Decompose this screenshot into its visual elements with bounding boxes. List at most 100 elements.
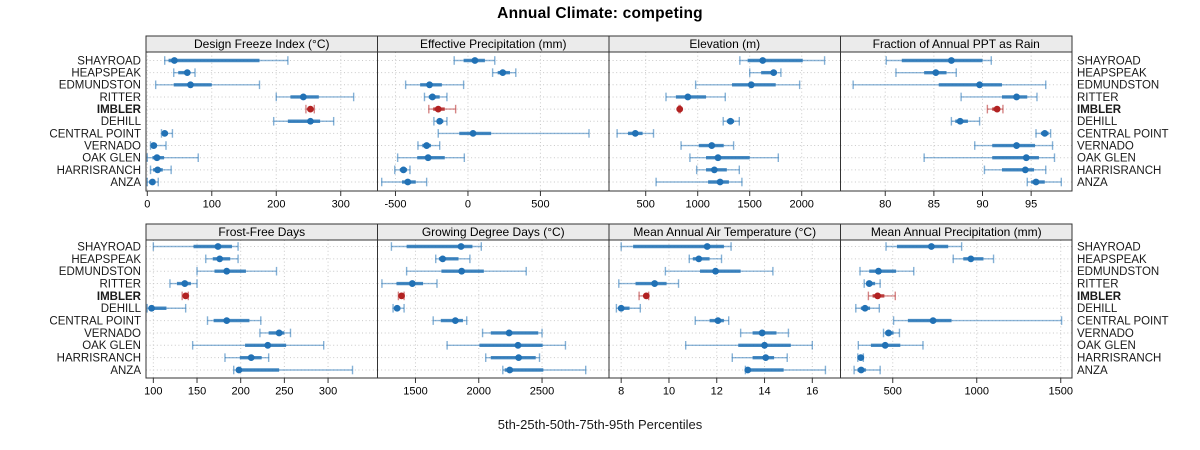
x-axis-tick-label: 85 — [928, 199, 940, 211]
median-dot — [927, 243, 935, 250]
median-dot — [223, 317, 231, 324]
whisker-dehill — [950, 116, 981, 126]
whisker-ritter — [618, 279, 680, 288]
whisker-oak-glen — [396, 153, 466, 162]
median-dot — [712, 267, 719, 275]
whisker-imbler — [397, 291, 405, 301]
median-dot — [865, 280, 873, 287]
median-dot — [956, 117, 964, 125]
panel-elevation: Elevation (m) 500 1000 1500 2000 — [608, 35, 841, 211]
site-label-right: DEHILL — [1077, 303, 1118, 315]
whisker-imbler — [305, 104, 316, 114]
whisker-harrisranch — [394, 165, 411, 175]
median-dot — [150, 142, 158, 149]
median-dot — [759, 57, 767, 64]
panel-fraction-ppt-rain: Fraction of Annual PPT as Rain 80 85 90 95 — [840, 35, 1073, 211]
median-dot — [762, 354, 770, 362]
median-dot — [154, 166, 162, 174]
whisker-anza — [655, 177, 743, 187]
median-dot — [770, 69, 778, 77]
site-label-right: OAK GLEN — [1077, 340, 1136, 352]
x-axis-tick-label: 2000 — [467, 386, 491, 398]
median-dot — [247, 354, 255, 362]
whisker-shayroad — [885, 242, 963, 251]
median-dot — [458, 267, 466, 275]
x-axis-tick-label: 100 — [144, 386, 162, 398]
whisker-central-point — [1035, 129, 1052, 138]
whisker-central-point — [616, 129, 655, 138]
x-axis-tick-label: 500 — [884, 386, 902, 398]
site-label-left: HARRISRANCH — [57, 353, 141, 365]
x-axis-tick-label: 300 — [319, 386, 337, 398]
median-dot — [875, 267, 882, 275]
median-dot — [861, 304, 869, 312]
x-axis-tick-label: 500 — [531, 199, 549, 211]
x-axis-tick-label: 0 — [465, 199, 471, 211]
site-label-right: RITTER — [1077, 278, 1119, 290]
x-axis-tick-label: 90 — [976, 199, 988, 211]
whisker-edmundston — [859, 266, 915, 276]
x-axis-tick-label: 100 — [203, 199, 221, 211]
whisker-dehill — [392, 303, 405, 313]
whisker-anza — [381, 177, 428, 187]
whisker-harrisranch — [731, 353, 788, 362]
whisker-central-point — [160, 129, 174, 138]
whisker-heapspeak — [435, 254, 471, 264]
panel-frost-free-days: Frost-Free Days 100 150 200 250 300 — [144, 223, 378, 398]
median-dot — [214, 243, 222, 250]
site-label-left: OAK GLEN — [82, 340, 141, 352]
median-dot — [993, 105, 1001, 113]
whisker-anza — [1026, 177, 1063, 187]
x-axis-tick-label: 200 — [232, 386, 250, 398]
site-label-left: EDMUNDSTON — [59, 266, 141, 278]
panel-strip-title: Mean Annual Air Temperature (°C) — [633, 225, 816, 239]
median-dot — [747, 81, 755, 89]
median-dot — [400, 166, 407, 174]
whisker-vernado — [974, 141, 1054, 150]
site-label-left: IMBLER — [97, 104, 142, 116]
median-dot — [929, 317, 937, 324]
site-label-left: VERNADO — [84, 140, 141, 152]
site-label-right: SHAYROAD — [1077, 55, 1141, 67]
site-label-right: EDMUNDSTON — [1077, 80, 1159, 92]
whisker-oak-glen — [684, 341, 814, 350]
panel-mean-annual-precipitation: Mean Annual Precipitation (mm) 500 1000 150… — [840, 223, 1073, 398]
whisker-harrisranch — [224, 353, 270, 362]
median-dot — [885, 329, 892, 337]
site-label-right: VERNADO — [1077, 328, 1134, 340]
x-axis-tick-label: 1000 — [685, 199, 709, 211]
whisker-vernado — [481, 328, 543, 338]
median-dot — [857, 366, 865, 374]
site-label-right: IMBLER — [1077, 104, 1122, 116]
median-dot — [264, 341, 272, 349]
whisker-anza — [744, 365, 827, 375]
site-label-left: OAK GLEN — [82, 153, 141, 165]
median-dot — [758, 329, 766, 337]
median-dot — [471, 57, 479, 64]
whisker-imbler — [181, 291, 190, 301]
whisker-ritter — [381, 279, 438, 288]
panel-strip-title: Mean Annual Precipitation (mm) — [871, 225, 1042, 239]
median-dot — [881, 341, 889, 349]
site-label-left: ANZA — [110, 365, 141, 377]
median-dot — [1013, 93, 1020, 101]
x-axis-tick-label: 95 — [1025, 199, 1037, 211]
whisker-heapspeak — [491, 68, 517, 77]
panel-strip-title: Growing Degree Days (°C) — [422, 225, 565, 239]
median-dot — [393, 304, 401, 312]
whisker-harrisranch — [857, 353, 865, 362]
x-axis-tick-label: 2500 — [530, 386, 554, 398]
panel-border — [840, 239, 1073, 379]
site-label-left: SHAYROAD — [77, 55, 141, 67]
median-dot — [1022, 154, 1030, 162]
site-label-right: OAK GLEN — [1077, 153, 1136, 165]
site-label-left: VERNADO — [84, 328, 141, 340]
median-dot — [161, 130, 169, 137]
site-label-right: ANZA — [1077, 177, 1108, 189]
median-dot — [651, 280, 659, 287]
site-label-right: IMBLER — [1077, 291, 1122, 303]
whisker-anza — [233, 365, 354, 375]
panel-mean-annual-air-temperature: Mean Annual Air Temperature (°C) 8 10 12 14 1… — [608, 223, 841, 398]
whisker-oak-glen — [146, 153, 199, 162]
site-label-left: ANZA — [110, 177, 141, 189]
